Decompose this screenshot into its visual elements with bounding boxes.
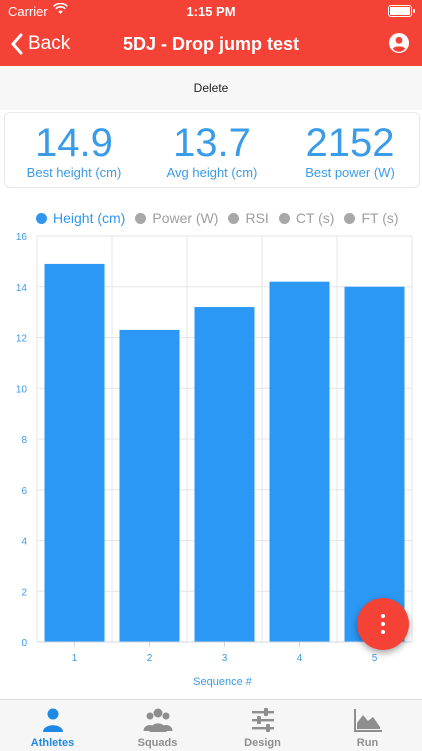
y-tick-label: 16	[16, 232, 28, 243]
x-tick-label: 5	[372, 653, 378, 664]
x-tick-label: 4	[297, 653, 303, 664]
legend-label: FT (s)	[361, 210, 399, 226]
bar	[44, 263, 105, 642]
tab-squads[interactable]: Squads	[105, 700, 210, 751]
legend-item-ct[interactable]: CT (s)	[278, 210, 335, 226]
tab-label: Run	[356, 737, 379, 749]
wifi-icon	[53, 3, 68, 14]
bar	[344, 286, 405, 642]
navigation-bar: Back 5DJ - Drop jump test	[0, 22, 422, 66]
more-options-button[interactable]	[357, 598, 409, 650]
y-tick-label: 6	[21, 486, 27, 497]
stat-best-height: 14.9 Best height (cm)	[5, 113, 143, 180]
more-vertical-icon	[381, 614, 385, 618]
carrier-label: Carrier	[8, 4, 48, 19]
account-icon[interactable]	[388, 32, 410, 54]
legend-dot	[278, 212, 290, 224]
fab-dot	[381, 630, 385, 634]
legend-dot	[228, 212, 240, 224]
legend-label: Height (cm)	[53, 210, 126, 226]
legend-item-height[interactable]: Height (cm)	[36, 210, 125, 226]
legend-label: Power (W)	[152, 210, 219, 226]
stat-best-power: 2152 Best power (W)	[281, 113, 419, 180]
x-tick-label: 3	[222, 653, 228, 664]
tab-athletes[interactable]: Athletes	[0, 700, 105, 751]
page-title: 5DJ - Drop jump test	[122, 34, 300, 54]
stat-label: Best height (cm)	[26, 165, 122, 180]
legend-label: RSI	[245, 210, 269, 226]
legend-dot	[344, 212, 356, 224]
stat-label: Best power (W)	[305, 165, 395, 180]
action-bar: Delete	[0, 66, 422, 110]
bar	[119, 329, 180, 642]
y-tick-label: 12	[16, 334, 28, 345]
chevron-left-icon	[11, 33, 23, 55]
back-button[interactable]: Back	[10, 30, 70, 58]
status-time: 1:15 PM	[186, 4, 236, 19]
legend-label: CT (s)	[295, 210, 335, 226]
sliders-icon	[252, 708, 274, 732]
legend-item-rsi[interactable]: RSI	[228, 210, 269, 226]
fab-dot	[381, 622, 385, 626]
x-tick-label: 1	[72, 653, 78, 664]
back-label: Back	[28, 33, 71, 54]
tab-label: Athletes	[30, 737, 75, 749]
bar	[194, 307, 255, 642]
tab-label: Design	[244, 737, 281, 749]
stats-card: 14.9 Best height (cm) 13.7 Avg height (c…	[4, 112, 420, 188]
y-tick-label: 2	[21, 587, 27, 598]
group-icon	[143, 708, 173, 732]
legend-dot	[135, 212, 147, 224]
bar	[269, 281, 330, 642]
top-bar: Carrier 1:15 PM Back 5DJ - Drop jump tes…	[0, 0, 422, 66]
y-tick-label: 0	[21, 638, 27, 649]
y-tick-label: 14	[16, 283, 28, 294]
tab-bar: Athletes Squads Design Run	[0, 699, 422, 751]
legend-item-power[interactable]: Power (W)	[135, 210, 218, 226]
person-icon	[43, 708, 63, 732]
y-tick-label: 10	[16, 384, 28, 395]
tab-label: Squads	[137, 737, 178, 749]
chart-legend: Height (cm) Power (W) RSI CT (s) FT (s)	[36, 209, 409, 227]
stat-label: Avg height (cm)	[166, 165, 258, 180]
stat-value: 14.9	[35, 121, 113, 165]
x-tick-label: 2	[147, 653, 153, 664]
stat-value: 13.7	[173, 121, 251, 165]
tab-design[interactable]: Design	[210, 700, 315, 751]
stat-value: 2152	[305, 121, 395, 165]
stat-avg-height: 13.7 Avg height (cm)	[143, 113, 281, 180]
legend-dot	[36, 212, 47, 224]
area-chart-icon	[354, 709, 382, 732]
delete-button[interactable]: Delete	[193, 81, 229, 95]
status-bar: Carrier 1:15 PM	[0, 0, 422, 22]
y-tick-label: 4	[21, 537, 27, 548]
tab-run[interactable]: Run	[315, 700, 420, 751]
legend-item-ft[interactable]: FT (s)	[344, 210, 399, 226]
x-axis-title: Sequence #	[193, 676, 253, 688]
battery-icon	[388, 5, 415, 17]
y-tick-label: 8	[21, 435, 27, 446]
